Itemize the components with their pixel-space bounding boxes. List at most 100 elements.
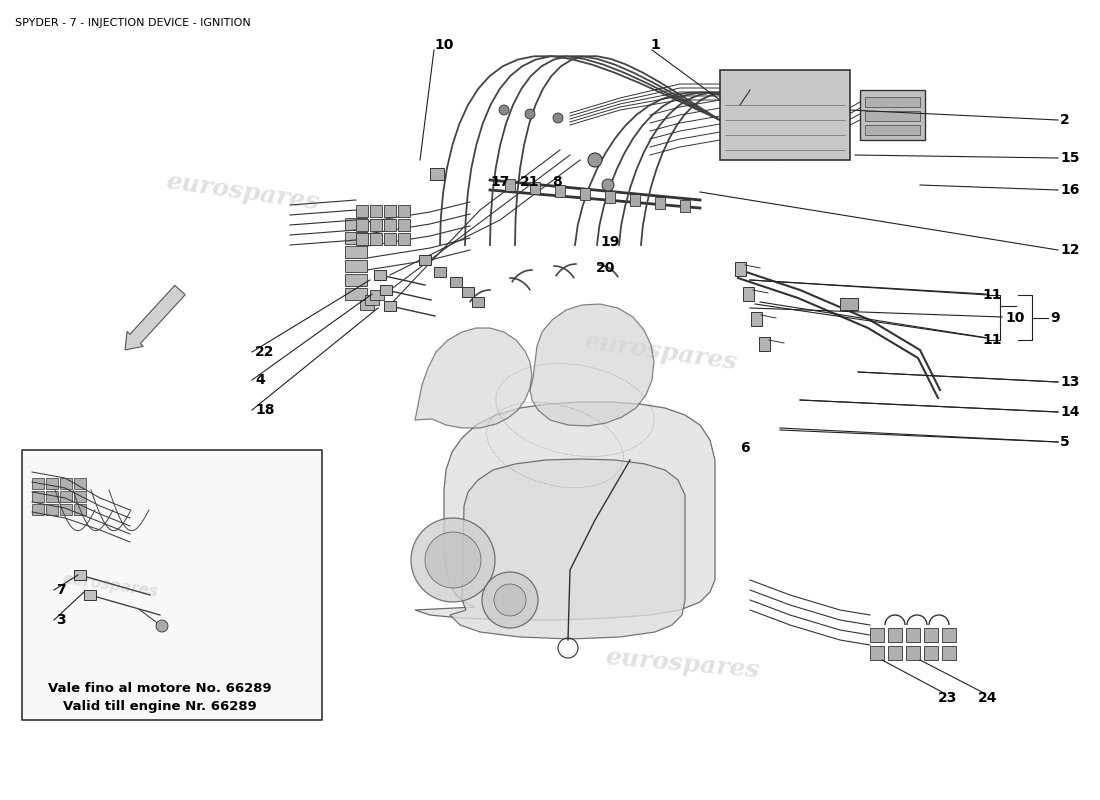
Text: 19: 19 (600, 235, 619, 249)
Bar (374, 270, 386, 280)
Text: SPYDER - 7 - INJECTION DEVICE - IGNITION: SPYDER - 7 - INJECTION DEVICE - IGNITION (15, 18, 251, 28)
Bar (356, 233, 369, 245)
Bar (419, 255, 431, 265)
Text: Valid till engine Nr. 66289: Valid till engine Nr. 66289 (63, 700, 257, 713)
Text: eurospares: eurospares (604, 646, 760, 682)
Text: 10: 10 (434, 38, 453, 52)
Bar (356, 205, 369, 217)
Bar (370, 233, 382, 245)
Bar (370, 205, 382, 217)
Bar (345, 246, 367, 258)
Bar (942, 628, 956, 642)
Text: 12: 12 (1060, 243, 1079, 257)
Bar (360, 300, 374, 310)
Text: 22: 22 (255, 345, 275, 359)
Bar (46, 478, 58, 489)
Text: 1: 1 (650, 38, 660, 52)
Bar (870, 646, 884, 660)
Bar (430, 168, 444, 180)
Text: 14: 14 (1060, 405, 1079, 419)
Bar (472, 297, 484, 307)
Bar (356, 219, 369, 231)
Bar (680, 200, 690, 212)
Bar (74, 570, 86, 580)
Text: 4: 4 (255, 373, 265, 387)
Bar (60, 478, 72, 489)
Text: 24: 24 (978, 691, 998, 705)
Bar (398, 233, 410, 245)
Bar (742, 287, 754, 301)
Circle shape (499, 105, 509, 115)
Bar (345, 288, 367, 300)
Circle shape (494, 584, 526, 616)
Bar (865, 111, 920, 121)
Bar (384, 205, 396, 217)
Bar (398, 205, 410, 217)
Text: 18: 18 (255, 403, 275, 417)
Bar (530, 182, 540, 194)
Bar (74, 478, 86, 489)
Circle shape (156, 620, 168, 632)
Bar (370, 290, 384, 300)
Circle shape (411, 518, 495, 602)
Bar (720, 70, 850, 160)
Bar (398, 219, 410, 231)
Bar (840, 298, 858, 310)
Bar (345, 260, 367, 272)
Text: eurospares: eurospares (62, 571, 158, 599)
Text: 23: 23 (938, 691, 957, 705)
Bar (888, 646, 902, 660)
Circle shape (425, 532, 481, 588)
Text: eurospares: eurospares (164, 170, 320, 214)
Bar (384, 301, 396, 311)
Bar (32, 491, 44, 502)
Text: 8: 8 (552, 175, 562, 189)
FancyArrow shape (125, 286, 185, 350)
Bar (379, 285, 392, 295)
Text: 10: 10 (1005, 311, 1024, 325)
Text: 7: 7 (56, 583, 66, 597)
Bar (345, 232, 367, 244)
Text: eurospares: eurospares (94, 526, 214, 562)
Bar (60, 504, 72, 515)
Text: 15: 15 (1060, 151, 1079, 165)
Text: 2: 2 (1060, 113, 1069, 127)
Bar (450, 277, 462, 287)
Bar (630, 194, 640, 206)
Text: 3: 3 (56, 613, 66, 627)
Text: 11: 11 (982, 333, 1001, 347)
Bar (46, 504, 58, 515)
Bar (60, 491, 72, 502)
Circle shape (602, 179, 614, 191)
Bar (74, 504, 86, 515)
Bar (605, 191, 615, 203)
Text: eurospares: eurospares (582, 330, 738, 374)
Polygon shape (450, 459, 685, 639)
Polygon shape (530, 304, 654, 426)
Bar (751, 312, 762, 326)
Text: Vale fino al motore No. 66289: Vale fino al motore No. 66289 (48, 682, 272, 695)
Bar (906, 628, 920, 642)
Bar (865, 97, 920, 107)
Bar (22, 450, 322, 720)
Bar (74, 491, 86, 502)
Polygon shape (415, 402, 715, 620)
Polygon shape (415, 328, 532, 428)
Bar (345, 274, 367, 286)
Bar (865, 125, 920, 135)
Bar (384, 219, 396, 231)
Bar (32, 478, 44, 489)
Bar (735, 262, 746, 276)
Text: 13: 13 (1060, 375, 1079, 389)
Bar (84, 590, 96, 600)
Bar (942, 646, 956, 660)
Bar (906, 646, 920, 660)
Bar (870, 628, 884, 642)
Bar (759, 337, 770, 351)
Bar (580, 188, 590, 200)
Text: 17: 17 (490, 175, 509, 189)
Bar (860, 90, 925, 140)
Bar (556, 185, 565, 197)
Text: 6: 6 (740, 441, 749, 455)
Bar (365, 295, 380, 305)
